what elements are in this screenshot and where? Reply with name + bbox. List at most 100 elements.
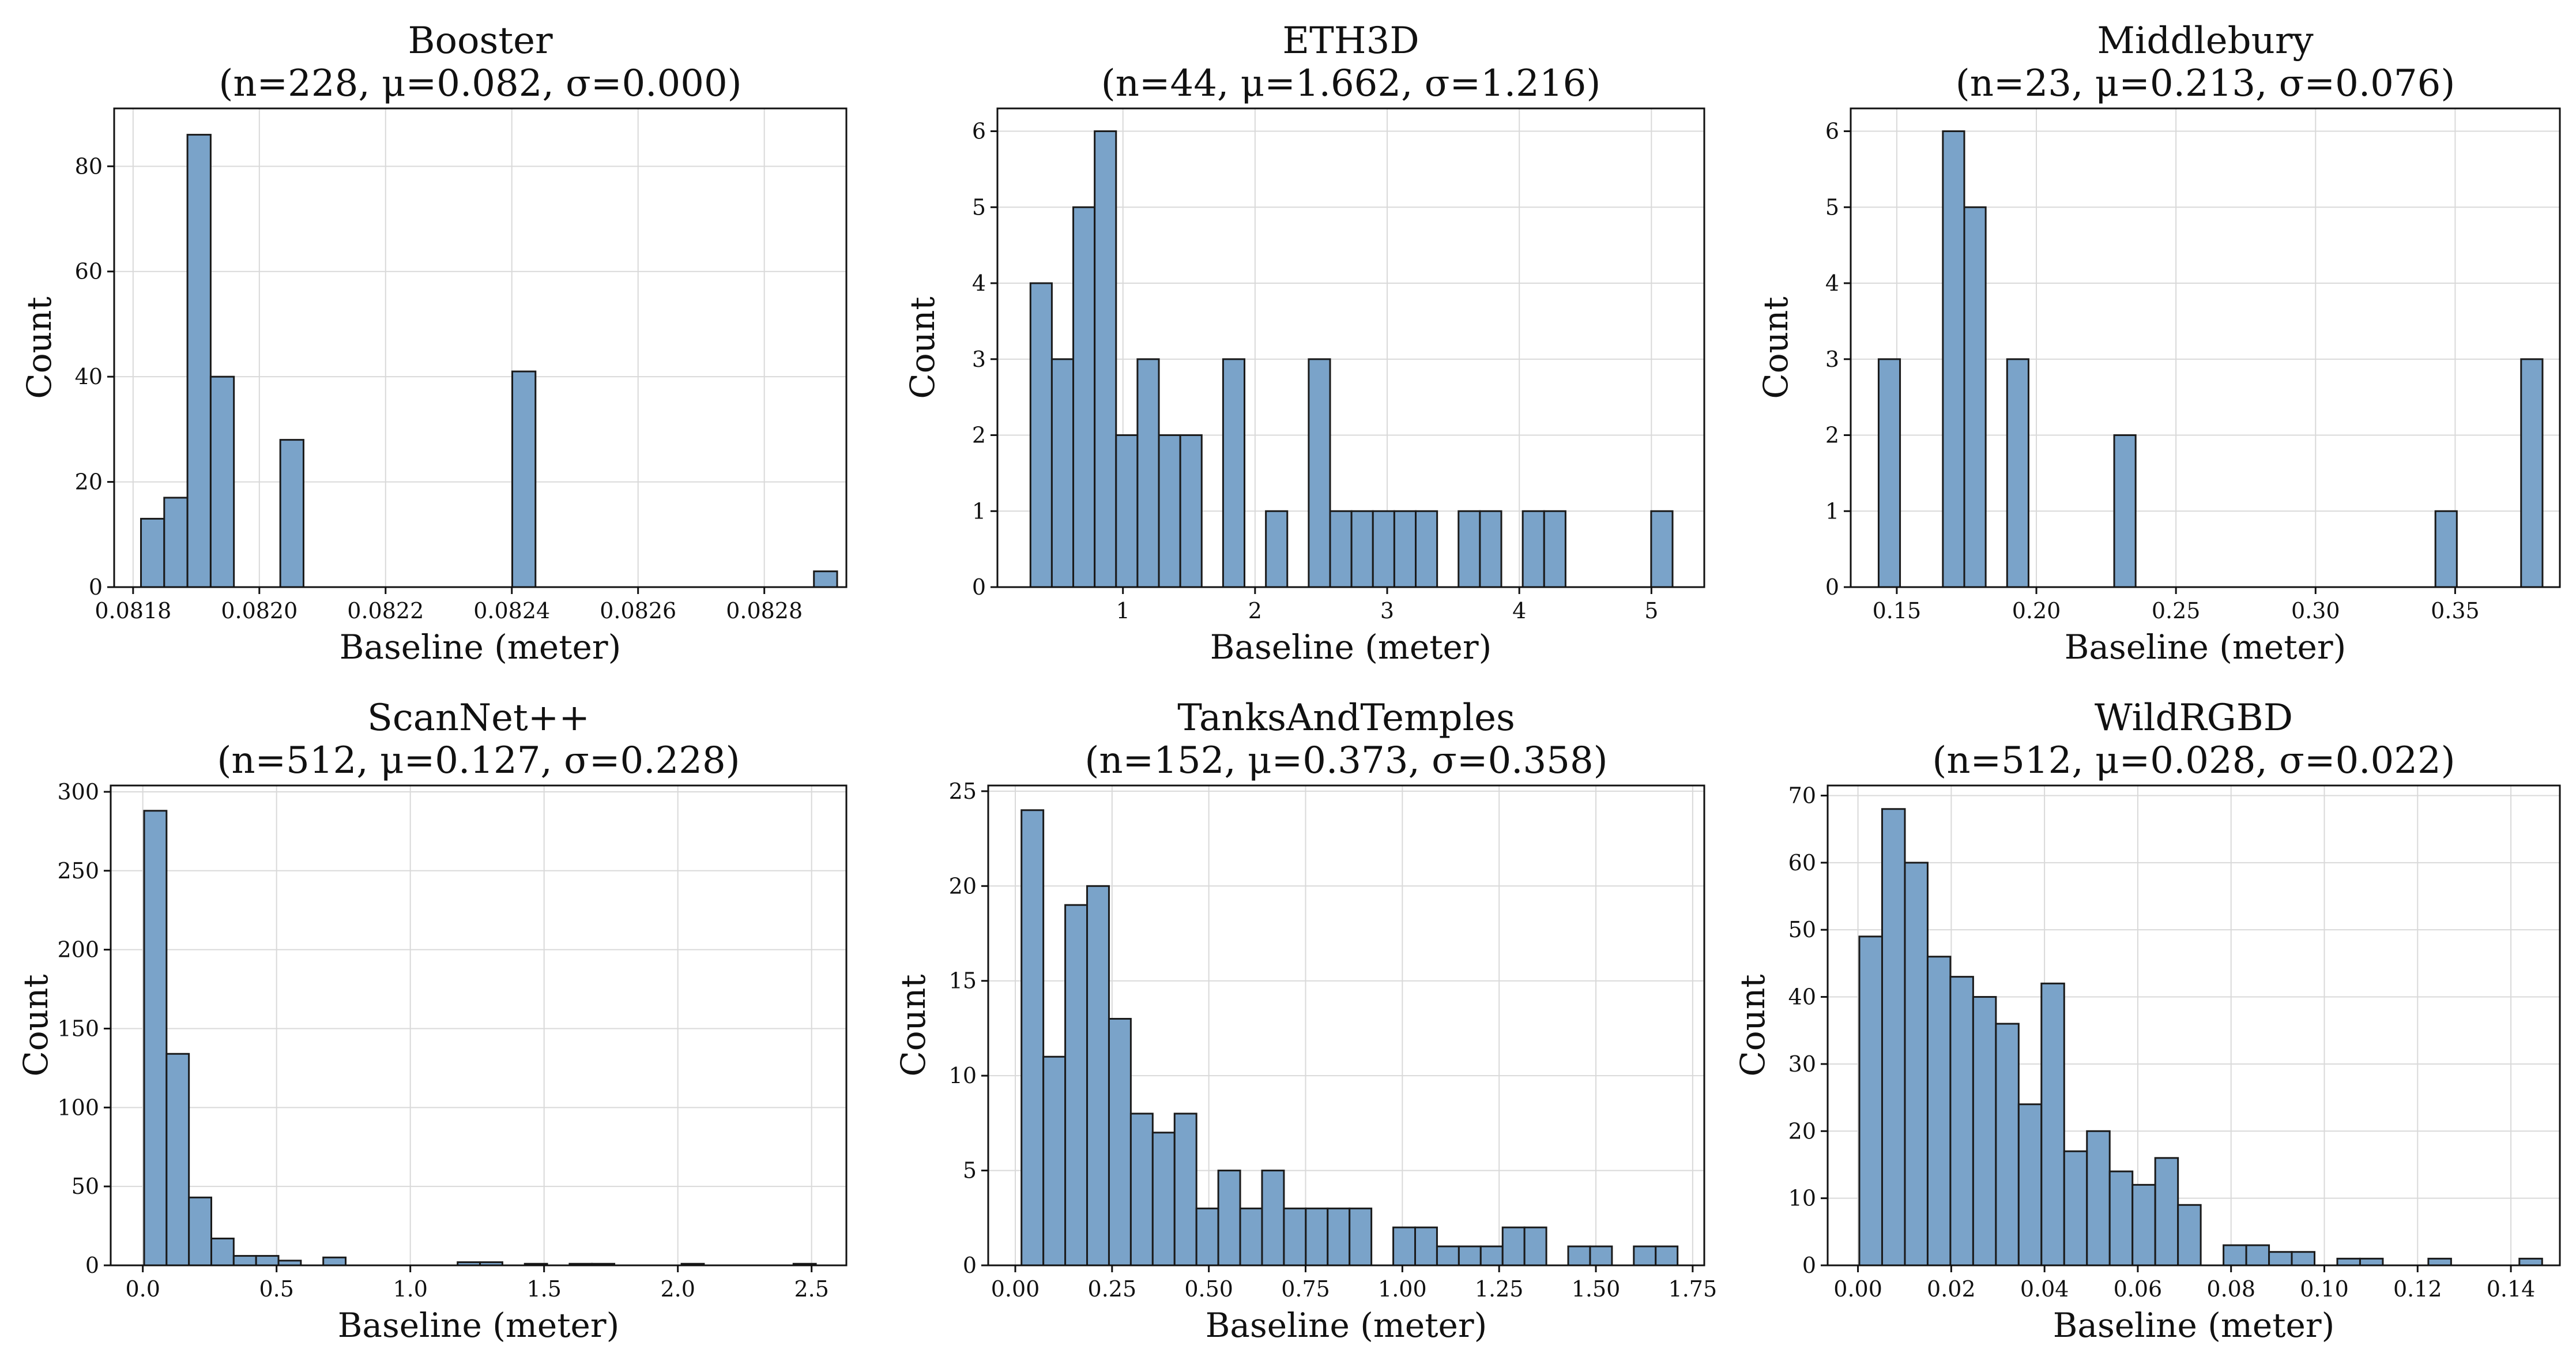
- panel-subtitle: (n=152, μ=0.373, σ=0.358): [1084, 739, 1607, 782]
- histogram-bar: [1327, 1207, 1351, 1266]
- histogram-bar: [1415, 510, 1438, 588]
- x-tick-label: 0.04: [2020, 1276, 2069, 1302]
- histogram-bar: [322, 1256, 347, 1266]
- histogram-bar: [1195, 1207, 1219, 1266]
- x-tick-label: 0.35: [2431, 598, 2480, 623]
- histogram-bar: [1129, 1113, 1154, 1266]
- y-axis-label: Count: [16, 974, 55, 1076]
- x-axis-label: Baseline (meter): [1210, 627, 1492, 667]
- x-axis-label: Baseline (meter): [338, 1306, 619, 1345]
- histogram-bar: [1050, 358, 1075, 588]
- histogram-bar: [1655, 1245, 1679, 1266]
- axes-frame: [110, 784, 848, 1266]
- histogram-bar: [1029, 282, 1053, 588]
- histogram-bar: [1308, 358, 1331, 588]
- y-axis-label: Count: [1756, 296, 1795, 399]
- y-tick-label: 20: [949, 873, 977, 899]
- y-tick-label: 5: [972, 194, 986, 220]
- panel-title: WildRGBD: [2095, 697, 2293, 739]
- y-tick-label: 0: [963, 1253, 977, 1278]
- x-tick-label: 1.00: [1378, 1276, 1427, 1302]
- x-tick-label: 1: [1116, 598, 1130, 623]
- y-tick-label: 0: [1825, 574, 1839, 600]
- histogram-bar: [2108, 1170, 2134, 1266]
- panel-title: Booster: [408, 20, 553, 62]
- histogram-bar: [1963, 206, 1987, 588]
- histogram-bar: [1072, 206, 1096, 588]
- histogram-bar: [1567, 1245, 1591, 1266]
- histogram-bar: [2291, 1251, 2316, 1266]
- panel-scannet: 0 50 100 150 200 250 300 0.0 0.5 1.0 1.5 2.0 2.5 Scan…: [16, 697, 848, 1345]
- histogram-bar: [2040, 982, 2065, 1266]
- x-tick-label: 0.12: [2393, 1276, 2442, 1302]
- histogram-bar: [1501, 1226, 1526, 1266]
- y-tick-label: 2: [972, 423, 986, 448]
- x-tick-label: 0.02: [1927, 1276, 1976, 1302]
- y-tick-label: 3: [1825, 347, 1839, 372]
- histogram-bar: [2223, 1244, 2247, 1266]
- panel-subtitle: (n=44, μ=1.662, σ=1.216): [1101, 62, 1601, 105]
- histogram-bar: [2434, 510, 2458, 588]
- y-tick-label: 150: [57, 1016, 99, 1041]
- histogram-bar: [1589, 1245, 1613, 1266]
- histogram-bar: [1239, 1207, 1263, 1266]
- y-tick-label: 250: [57, 858, 99, 884]
- y-tick-label: 0: [972, 574, 986, 600]
- histogram-bar: [2336, 1257, 2361, 1266]
- histogram-bar: [1414, 1226, 1438, 1266]
- y-axis-label: Count: [1733, 974, 1772, 1076]
- histogram-bar: [1458, 510, 1481, 588]
- histogram-bar: [1543, 510, 1566, 588]
- histogram-bar: [813, 570, 838, 588]
- y-axis-label: Count: [20, 296, 59, 399]
- histogram-bar: [255, 1255, 280, 1266]
- histogram-bar: [1972, 996, 1997, 1266]
- panel-title: Middlebury: [2097, 20, 2313, 62]
- y-tick-label: 200: [57, 937, 99, 963]
- x-tick-label: 0.15: [1873, 598, 1922, 623]
- histogram-bar: [140, 517, 165, 588]
- histogram-bar: [1392, 1226, 1417, 1266]
- y-tick-label: 30: [1788, 1051, 1816, 1077]
- histogram-bar: [232, 1255, 257, 1266]
- histogram-bar: [2017, 1103, 2043, 1266]
- histogram-bar: [1633, 1245, 1657, 1266]
- histogram-bar: [1158, 434, 1181, 588]
- x-tick-label: 2.5: [794, 1276, 828, 1302]
- histogram-bar: [2131, 1183, 2156, 1266]
- histogram-bar: [1265, 510, 1289, 588]
- histogram-bar: [209, 375, 235, 588]
- histogram-bar: [1094, 130, 1117, 588]
- x-tick-label: 5: [1644, 598, 1658, 623]
- x-tick-label: 0.5: [259, 1276, 293, 1302]
- panel-title: TanksAndTemples: [1177, 697, 1515, 739]
- y-tick-label: 2: [1825, 423, 1839, 448]
- x-tick-label: 0.0824: [473, 598, 550, 623]
- x-axis-label: Baseline (meter): [340, 627, 621, 667]
- y-tick-label: 40: [1788, 984, 1816, 1010]
- y-tick-label: 300: [57, 779, 99, 805]
- histogram-bar: [210, 1237, 235, 1266]
- histogram-bar: [1650, 510, 1674, 588]
- x-axis-label: Baseline (meter): [2065, 627, 2346, 667]
- y-axis-label: Count: [894, 974, 933, 1076]
- panel-wildrgbd: 0 10 20 30 40 50 60 70 0.00 0.02 0.04 0.06 0.08 0.10 0…: [1733, 697, 2561, 1345]
- panel-subtitle: (n=23, μ=0.213, σ=0.076): [1956, 62, 2456, 105]
- histogram-bar: [1222, 358, 1246, 588]
- y-tick-label: 1: [1825, 498, 1839, 524]
- panel-subtitle: (n=512, μ=0.028, σ=0.022): [1932, 739, 2455, 782]
- x-tick-label: 0.30: [2291, 598, 2340, 623]
- histogram-bar: [1086, 885, 1110, 1266]
- axes-frame: [113, 107, 848, 588]
- histogram-bar: [1261, 1170, 1285, 1266]
- histogram-bar: [1479, 510, 1502, 588]
- x-tick-label: 4: [1512, 598, 1526, 623]
- histogram-bar: [1858, 935, 1883, 1266]
- axes-frame: [1826, 784, 2561, 1266]
- panel-booster: 0 20 40 60 80 0.0818 0.0820 0.0822 0.0824 0.0826 0…: [20, 20, 848, 667]
- x-tick-label: 0.06: [2114, 1276, 2163, 1302]
- y-tick-label: 50: [1788, 917, 1816, 942]
- x-tick-label: 0.75: [1281, 1276, 1330, 1302]
- histogram-bar: [511, 370, 537, 588]
